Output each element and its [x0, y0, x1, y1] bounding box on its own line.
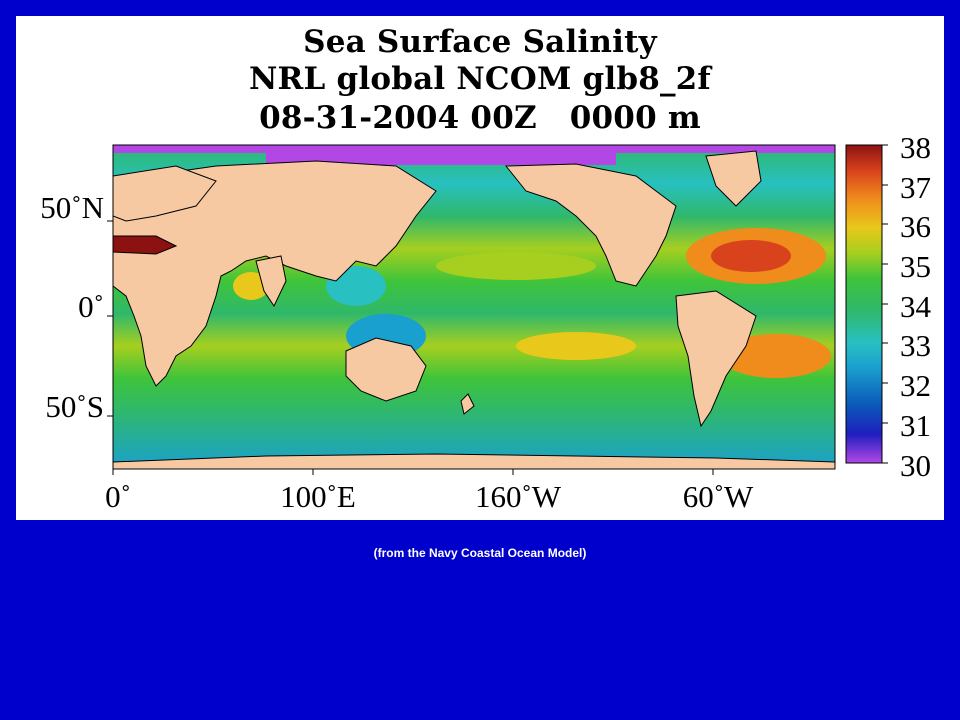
lon-label-0: 0˚: [105, 479, 131, 514]
colorbar-label-34: 34: [900, 289, 931, 324]
map-border: [112, 144, 836, 470]
north-pacific-band: [436, 252, 596, 280]
greenland-land: [705, 150, 762, 207]
colorbar-label-37: 37: [900, 170, 931, 205]
africa-eurasia-land: [113, 160, 437, 387]
colorbar-label-33: 33: [900, 328, 931, 363]
new-zealand-land: [460, 393, 475, 415]
south-america-land: [675, 290, 757, 428]
colorbar-scale: [845, 144, 883, 464]
lat-ticks: [107, 220, 113, 417]
colorbar-label-31: 31: [900, 408, 931, 443]
lon-ticks: [112, 469, 714, 475]
title-line-1: Sea Surface Salinity: [303, 24, 657, 60]
lon-label-60w: 60˚W: [682, 479, 754, 514]
source-caption: (from the Navy Coastal Ocean Model): [373, 546, 587, 560]
lat-label-equator: 0˚: [78, 289, 104, 324]
colorbar-label-38: 38: [900, 130, 931, 165]
europe-land: [113, 165, 217, 222]
colorbar-tick-marks: [882, 144, 888, 464]
map-canvas: [107, 144, 888, 475]
lon-label-100e: 100˚E: [280, 479, 356, 514]
salinity-map: [113, 145, 835, 469]
lat-label-50s: 50˚S: [45, 389, 104, 424]
colorbar-label-35: 35: [900, 249, 931, 284]
salinity-figure: Sea Surface Salinity NRL global NCOM glb…: [16, 16, 944, 520]
arabian-sea-high: [233, 272, 269, 300]
antarctica-land: [113, 453, 835, 469]
lon-label-160w: 160˚W: [474, 479, 562, 514]
india-land: [255, 255, 287, 308]
north-atlantic-core: [711, 240, 791, 272]
colorbar-label-30: 30: [900, 448, 931, 483]
south-atlantic-high: [721, 334, 831, 378]
colorbar-label-36: 36: [900, 209, 931, 244]
title-line-3: 08-31-2004 00Z 0000 m: [259, 100, 701, 136]
south-pacific-high: [516, 332, 636, 360]
arctic-ocean-ice: [266, 145, 616, 165]
colorbar-label-32: 32: [900, 368, 931, 403]
land-masses: [113, 150, 835, 469]
title-line-2: NRL global NCOM glb8_2f: [249, 61, 711, 97]
lat-label-50n: 50˚N: [40, 190, 104, 225]
australia-land: [345, 337, 427, 402]
colorbar-ticks: [882, 144, 888, 464]
map-ticks: [107, 220, 714, 475]
mediterranean: [113, 235, 178, 255]
north-america-land: [504, 163, 677, 287]
